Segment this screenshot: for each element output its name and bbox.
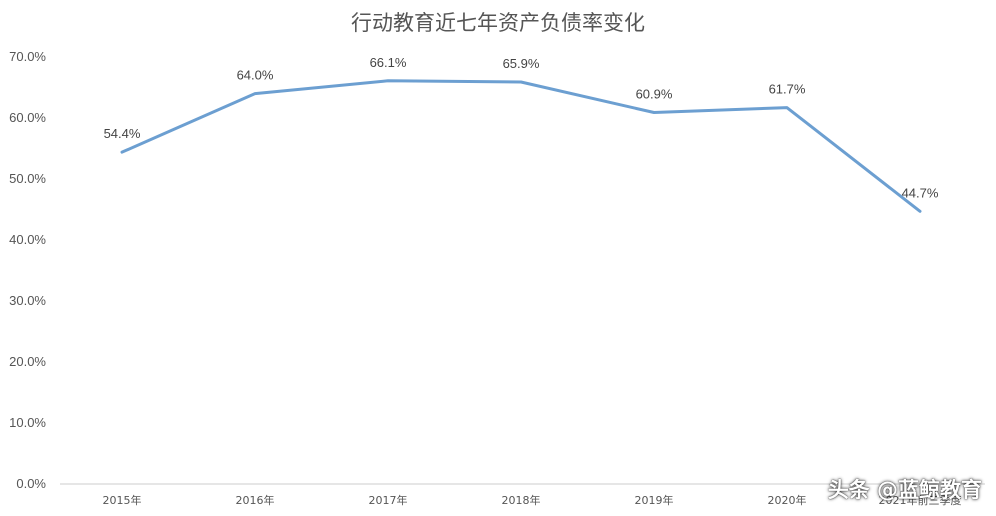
x-tick-label: 2018年 [502,493,541,507]
y-tick-label: 0.0% [16,476,46,491]
y-tick-label: 10.0% [9,415,46,430]
data-label: 60.9% [636,87,673,102]
data-labels: 54.4% 64.0% 66.1% 65.9% 60.9% 61.7% 44.7% [104,55,939,201]
x-tick-label: 2017年 [369,493,408,507]
data-label: 54.4% [104,126,141,141]
y-tick-label: 40.0% [9,232,46,247]
x-tick-label: 2020年 [768,493,807,507]
x-tick-label: 2019年 [635,493,674,507]
data-label: 61.7% [769,82,806,97]
y-tick-label: 60.0% [9,110,46,125]
y-tick-label: 70.0% [9,49,46,64]
watermark: 头条 @蓝鲸教育 [827,478,982,502]
y-tick-label: 30.0% [9,293,46,308]
y-tick-label: 50.0% [9,171,46,186]
y-tick-label: 20.0% [9,354,46,369]
y-axis: 0.0% 10.0% 20.0% 30.0% 40.0% 50.0% 60.0% 70.0% [9,49,46,491]
x-tick-label: 2015年 [103,493,142,507]
chart-title: 行动教育近七年资产负债率变化 [351,11,645,35]
data-label: 65.9% [503,56,540,71]
series-line [120,79,922,213]
data-label: 64.0% [237,68,274,83]
x-tick-label: 2021年前三季度 [879,493,962,507]
x-axis: 2015年 2016年 2017年 2018年 2019年 2020年 2021年前三季度 [103,493,962,507]
data-label: 44.7% [902,185,939,200]
x-tick-label: 2016年 [236,493,275,507]
data-label: 66.1% [370,55,407,70]
